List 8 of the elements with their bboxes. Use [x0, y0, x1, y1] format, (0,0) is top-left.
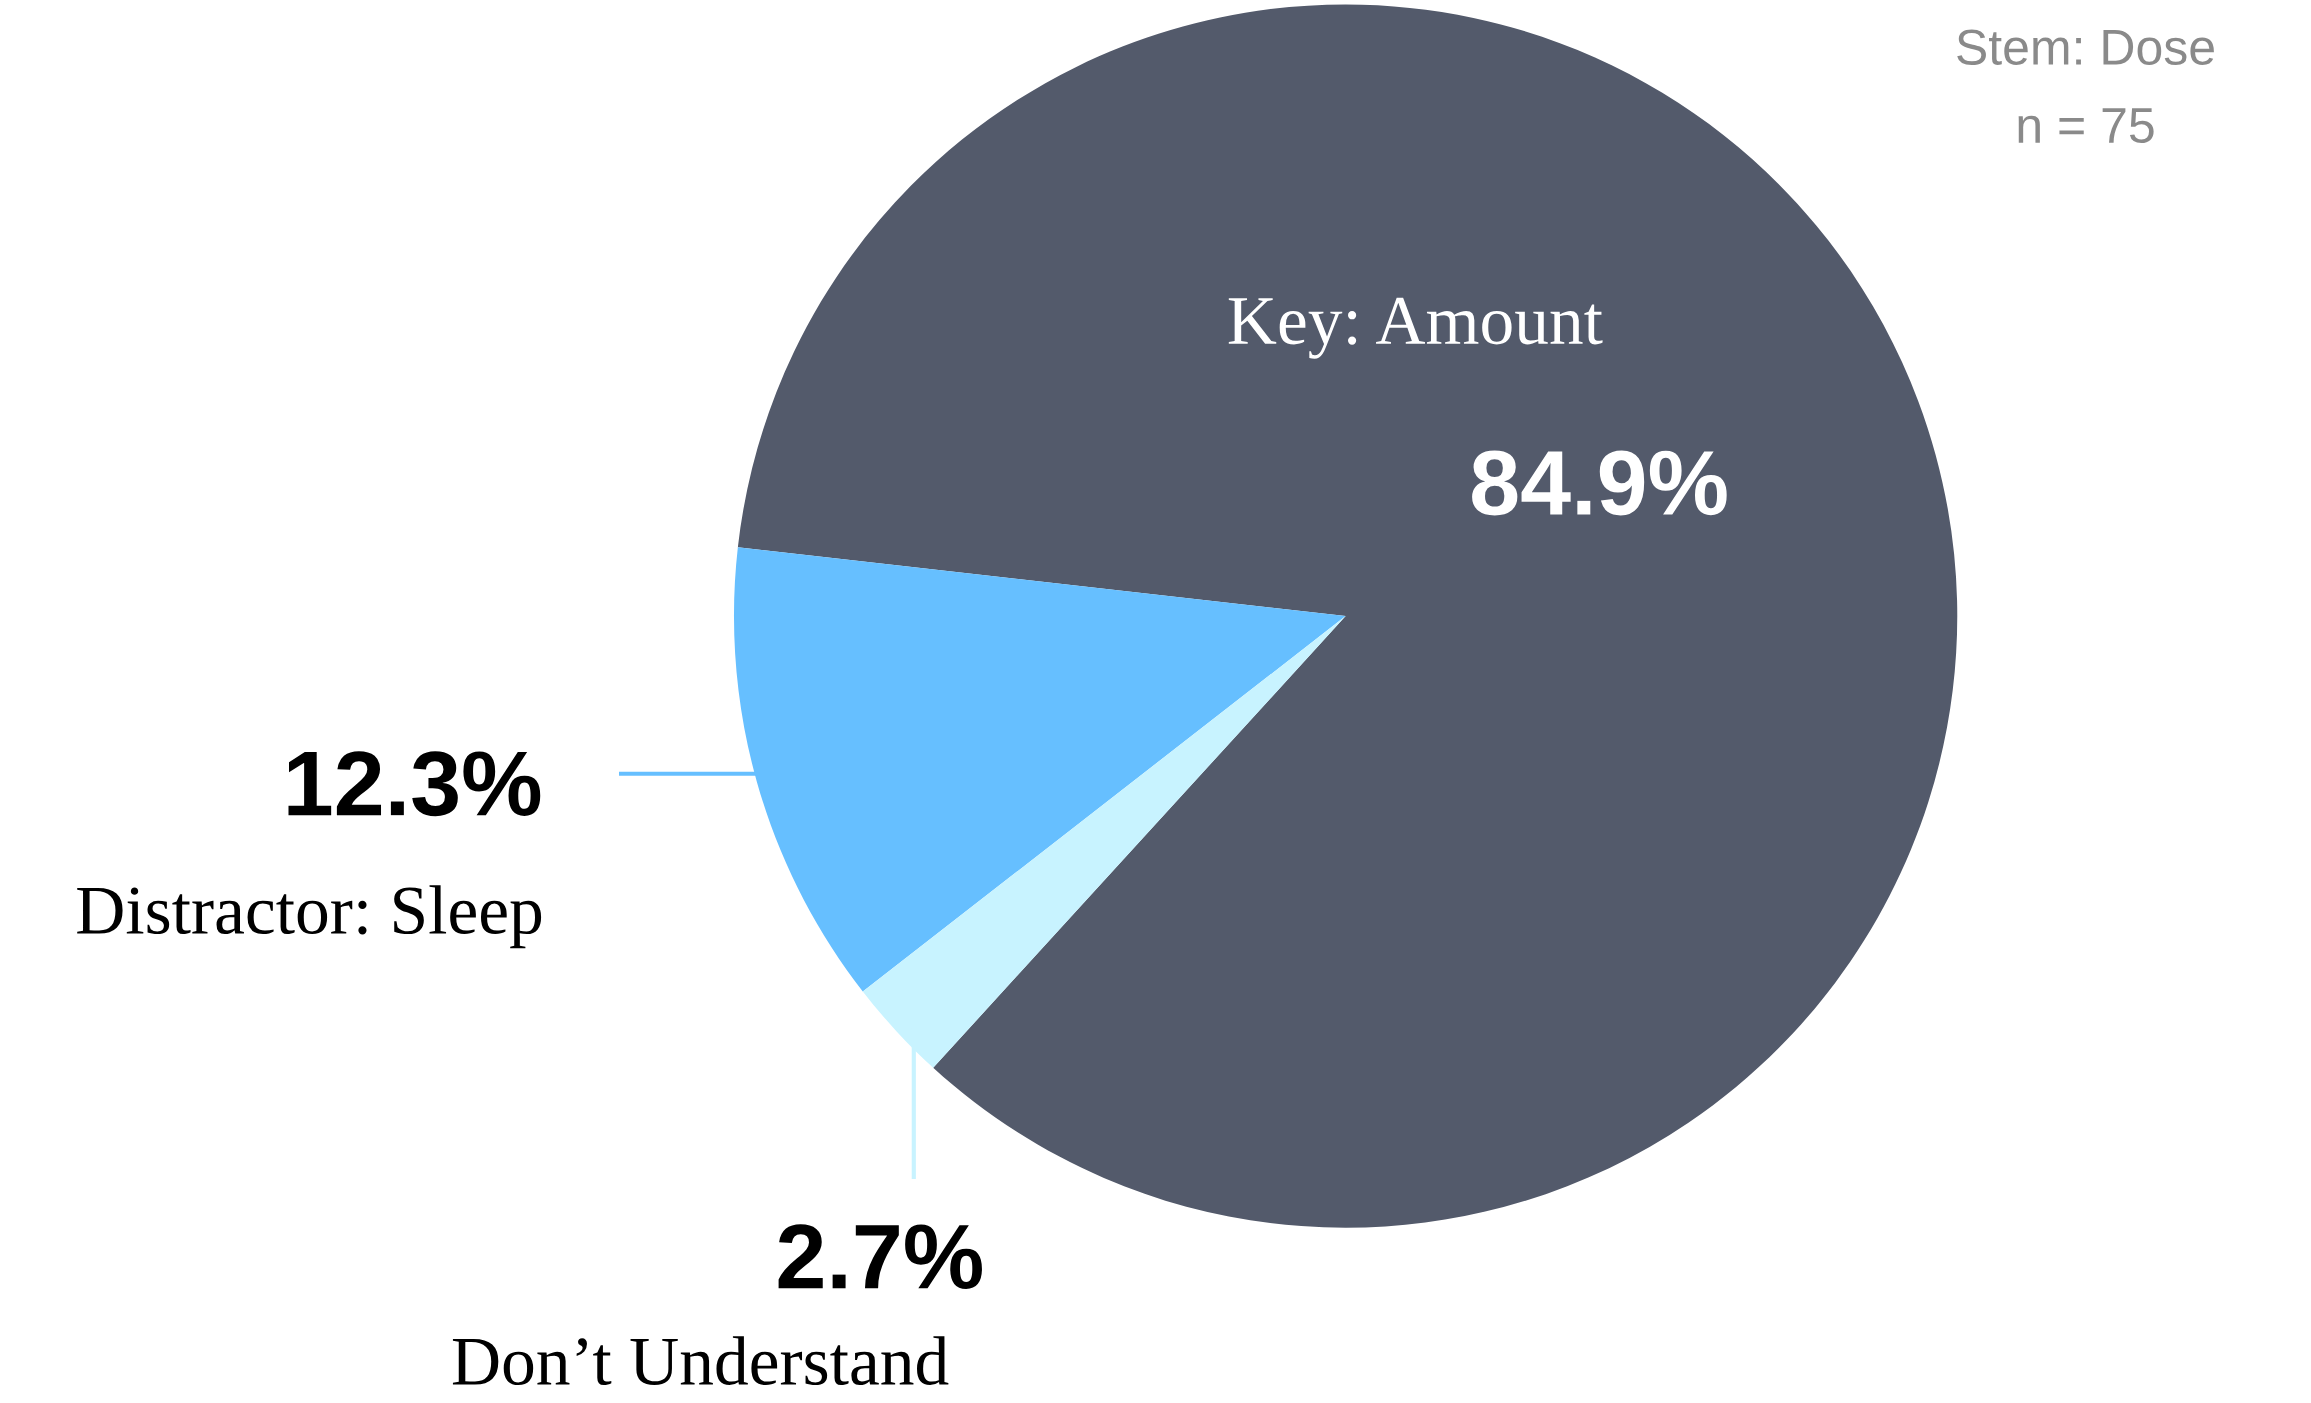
data-label: 84.9%: [1472, 450, 1727, 516]
slice-label: Key: Amount: [1228, 297, 1603, 359]
data-label: 2.7%: [778, 1224, 982, 1289]
slice-label: Distractor: Sleep: [77, 885, 542, 949]
slice-label: Don’t Understand: [452, 1336, 949, 1386]
data-label: 12.3%: [288, 751, 541, 817]
text: n = 75: [2018, 108, 2154, 144]
text: Stem: Dose: [1957, 29, 2214, 66]
